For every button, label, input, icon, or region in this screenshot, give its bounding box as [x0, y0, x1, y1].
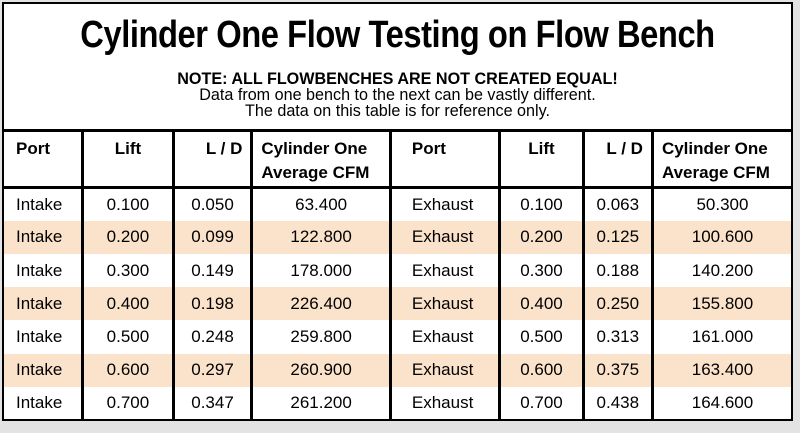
header-cfm-intake: Cylinder One Average CFM — [250, 130, 391, 189]
cfm-cell: 122.800 — [250, 220, 391, 254]
lift-cell: 0.700 — [498, 386, 584, 420]
page-title: Cylinder One Flow Testing on Flow Bench — [80, 14, 715, 56]
table-row: Intake 0.400 0.198 226.400 Exhaust 0.400 0.250… — [4, 287, 791, 321]
port-cell: Intake — [4, 220, 83, 254]
ld-cell: 0.313 — [581, 320, 653, 354]
port-cell: Exhaust — [388, 353, 500, 387]
lift-cell: 0.600 — [81, 353, 174, 387]
port-cell: Exhaust — [388, 287, 500, 321]
port-cell: Intake — [16, 260, 63, 280]
lift-cell: 0.500 — [498, 320, 584, 354]
port-cell: Exhaust — [388, 220, 500, 254]
lift-cell: 0.200 — [81, 220, 174, 254]
table-row: Intake 0.500 0.248 259.800 Exhaust 0.500 0.313… — [4, 320, 791, 354]
lift-cell: 0.300 — [498, 253, 584, 288]
lift-cell: 0.200 — [498, 220, 584, 254]
cfm-cell: 178.000 — [250, 253, 391, 288]
ld-cell: 0.198 — [171, 287, 252, 321]
lift-cell: 0.300 — [81, 253, 174, 288]
ld-cell: 0.099 — [171, 220, 252, 254]
port-cell: Intake — [16, 194, 63, 214]
port-cell: Exhaust — [388, 187, 500, 221]
port-cell: Exhaust — [388, 320, 500, 354]
document-frame: Cylinder One Flow Testing on Flow Bench … — [2, 2, 793, 421]
ld-cell: 0.050 — [171, 187, 252, 221]
lift-cell: 0.500 — [81, 320, 174, 354]
title-block: Cylinder One Flow Testing on Flow Bench … — [4, 4, 791, 129]
lift-cell: 0.400 — [498, 287, 584, 321]
flow-data-table: Port Lift L / D Cylinder One Average CFM… — [4, 129, 791, 421]
header-port-exhaust: Port — [388, 130, 500, 189]
note-line-2: The data on this table is for reference … — [245, 100, 550, 120]
cfm-cell: 259.800 — [250, 320, 391, 354]
header-port-intake: Port — [4, 130, 83, 189]
port-cell: Intake — [4, 287, 83, 321]
note-heading: NOTE: ALL FLOWBENCHES ARE NOT CREATED EQ… — [177, 69, 618, 88]
ld-cell: 0.063 — [581, 187, 653, 221]
cfm-cell: 155.800 — [650, 287, 791, 321]
cfm-cell: 226.400 — [250, 287, 391, 321]
note-line-1: Data from one bench to the next can be v… — [199, 85, 596, 104]
table-row: Intake 0.700 0.347 261.200 Exhaust 0.700 0.438… — [4, 386, 791, 420]
lift-cell: 0.100 — [498, 187, 584, 221]
ld-cell: 0.149 — [171, 253, 252, 288]
header-lift-exhaust: Lift — [498, 130, 584, 189]
table-row: Intake 0.300 0.149 178.000 Exhaust 0.300 0.188… — [4, 253, 791, 288]
ld-cell: 0.248 — [171, 320, 252, 354]
header-cfm-exhaust: Cylinder One Average CFM — [650, 130, 791, 189]
lift-cell: 0.100 — [81, 187, 174, 221]
port-cell: Exhaust — [388, 253, 500, 288]
lift-cell: 0.700 — [81, 386, 174, 420]
cfm-cell: 164.600 — [650, 386, 791, 420]
header-ld-exhaust: L / D — [581, 130, 653, 189]
port-cell: Intake — [16, 392, 63, 412]
cfm-cell: 50.300 — [650, 187, 791, 221]
cfm-cell: 161.000 — [650, 320, 791, 354]
table-row: Intake 0.600 0.297 260.900 Exhaust 0.600 0.375… — [4, 353, 791, 387]
port-cell: Intake — [16, 326, 63, 346]
lift-cell: 0.400 — [81, 287, 174, 321]
ld-cell: 0.347 — [171, 386, 252, 420]
header-row: Port Lift L / D Cylinder One Average CFM… — [4, 130, 791, 189]
cfm-cell: 260.900 — [250, 353, 391, 387]
ld-cell: 0.438 — [581, 386, 653, 420]
ld-cell: 0.375 — [581, 353, 653, 387]
header-ld-intake: L / D — [171, 130, 252, 189]
ld-cell: 0.250 — [581, 287, 653, 321]
port-cell: Intake — [4, 353, 83, 387]
table-row: Intake 0.100 0.050 63.400 Exhaust 0.100 0.063 5… — [4, 187, 791, 221]
lift-cell: 0.600 — [498, 353, 584, 387]
cfm-cell: 140.200 — [650, 253, 791, 288]
table-body: Intake 0.100 0.050 63.400 Exhaust 0.100 0.063 5… — [4, 187, 791, 420]
ld-cell: 0.297 — [171, 353, 252, 387]
port-cell: Exhaust — [388, 386, 500, 420]
cfm-cell: 163.400 — [650, 353, 791, 387]
table-header: Port Lift L / D Cylinder One Average CFM… — [4, 130, 791, 189]
ld-cell: 0.188 — [581, 253, 653, 288]
header-lift-intake: Lift — [81, 130, 174, 189]
cfm-cell: 261.200 — [250, 386, 391, 420]
ld-cell: 0.125 — [581, 220, 653, 254]
cfm-cell: 63.400 — [250, 187, 391, 221]
cfm-cell: 100.600 — [650, 220, 791, 254]
table-row: Intake 0.200 0.099 122.800 Exhaust 0.200 0.125… — [4, 220, 791, 254]
